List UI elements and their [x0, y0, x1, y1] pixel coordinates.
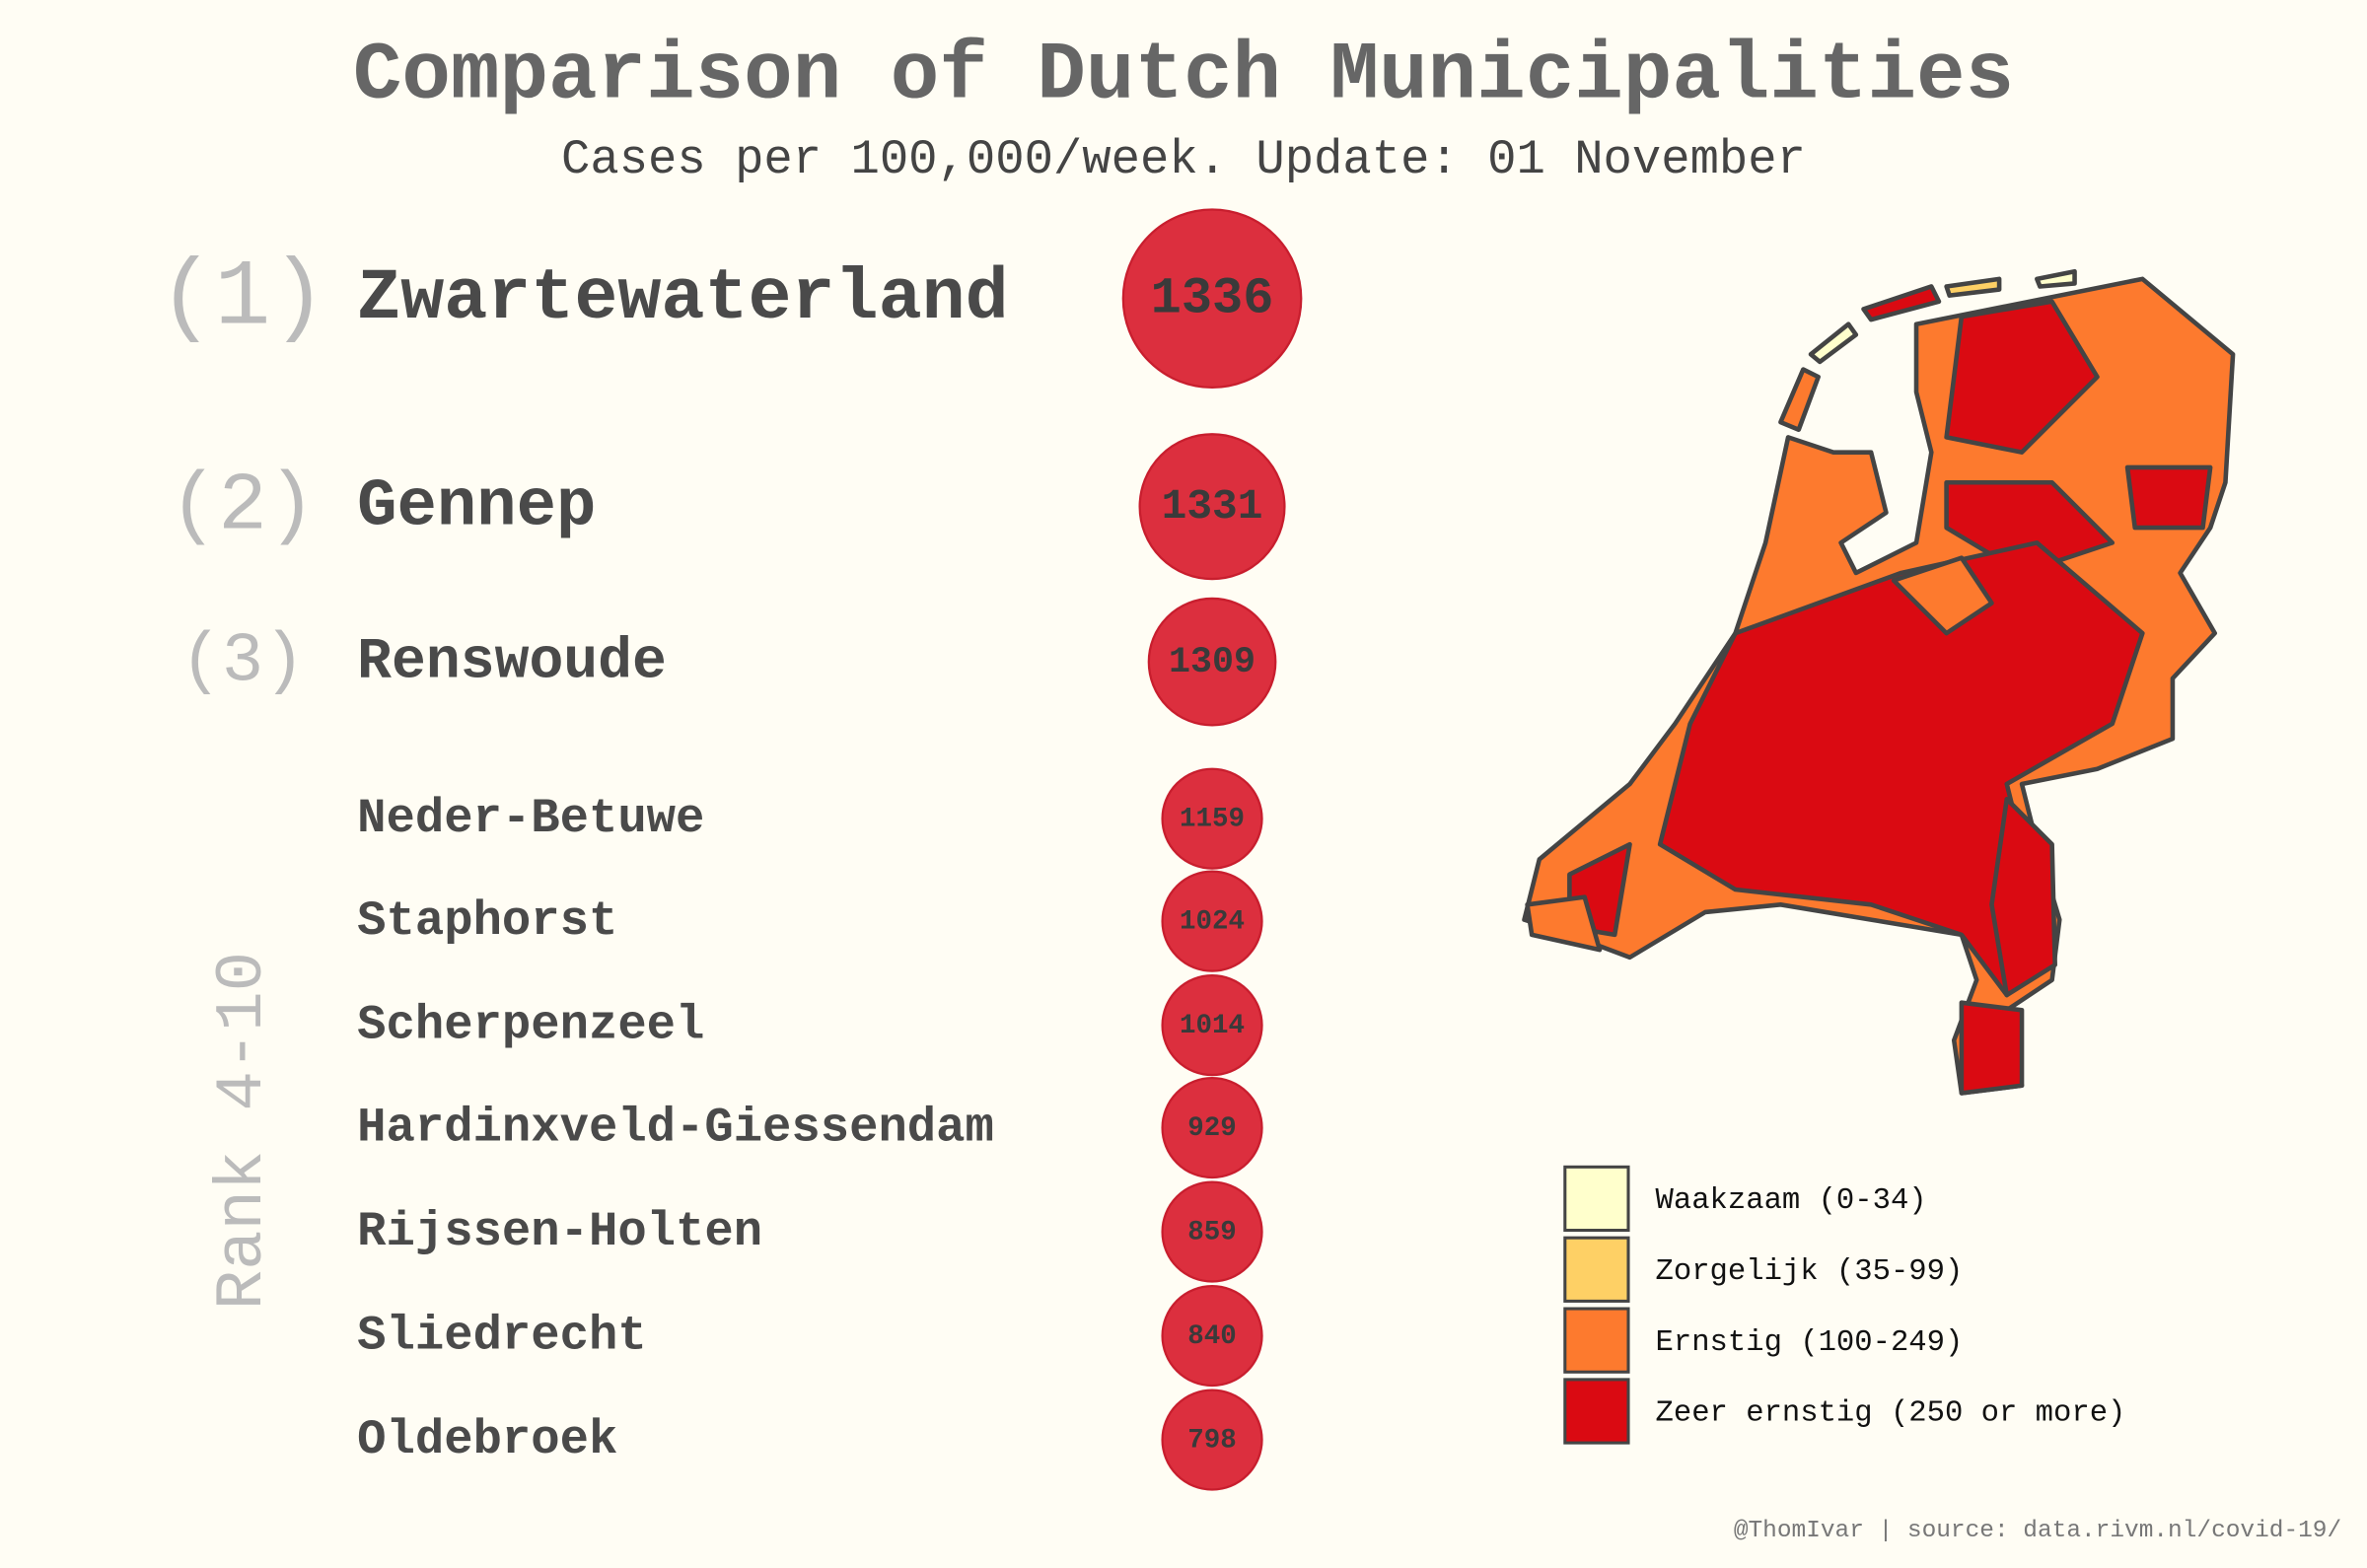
municipality-name: Hardinxveld-Giessendam — [357, 1100, 994, 1155]
bubble — [1138, 433, 1286, 581]
municipality-name: Neder-Betuwe — [357, 791, 704, 846]
municipality-name: Sliedrecht — [357, 1308, 647, 1363]
chart-subtitle: Cases per 100,000/week. Update: 01 Novem… — [561, 132, 1806, 187]
legend-swatch — [1563, 1165, 1630, 1233]
value-label: 840 — [1187, 1321, 1237, 1352]
municipality-name: Rijssen-Holten — [357, 1204, 762, 1259]
rank-label: (2) — [170, 461, 317, 553]
region — [1959, 1000, 2025, 1096]
region — [1891, 555, 1994, 636]
municipality-name: Scherpenzeel — [357, 998, 704, 1053]
bubble — [1121, 208, 1303, 390]
value-label: 929 — [1187, 1113, 1237, 1144]
legend-label: Ernstig (100-249) — [1656, 1326, 1964, 1360]
island — [2035, 268, 2077, 289]
value-label: 1024 — [1180, 906, 1245, 937]
region — [1944, 479, 2116, 576]
value-label: 1014 — [1180, 1011, 1245, 1041]
legend-label: Zorgelijk (35-99) — [1656, 1255, 1964, 1289]
region — [1944, 299, 2100, 455]
legend-swatch — [1563, 1236, 1630, 1303]
municipality-name: Renswoude — [357, 631, 667, 695]
value-label: 1159 — [1180, 804, 1245, 834]
bubble — [1161, 974, 1263, 1077]
bubble — [1147, 597, 1277, 727]
value-label: 1336 — [1151, 269, 1274, 327]
island — [1808, 321, 1859, 365]
municipality-name: Gennep — [357, 469, 596, 544]
legend-label: Zeer ernstig (250 or more) — [1656, 1397, 2126, 1431]
value-label: 859 — [1187, 1217, 1237, 1247]
municipality-name: Zwartewaterland — [357, 258, 1008, 340]
chart-title: Comparison of Dutch Municipalities — [353, 29, 2014, 121]
bubble — [1161, 870, 1263, 972]
island — [1944, 276, 2002, 298]
municipality-name: Oldebroek — [357, 1412, 617, 1467]
municipality-name: Staphorst — [357, 893, 617, 949]
value-label: 798 — [1187, 1425, 1237, 1456]
legend-swatch — [1563, 1307, 1630, 1374]
source-note: @ThomIvar | source: data.rivm.nl/covid-1… — [1734, 1518, 2341, 1544]
region — [1525, 894, 1603, 953]
rank-label: (1) — [159, 247, 327, 352]
bubble — [1161, 1180, 1263, 1283]
bubble — [1161, 767, 1263, 870]
region — [1989, 796, 2057, 998]
value-label: 1309 — [1169, 642, 1255, 683]
rank-label: (3) — [180, 623, 306, 702]
bubble — [1161, 1076, 1263, 1179]
island — [1778, 367, 1821, 433]
value-label: 1331 — [1162, 482, 1263, 531]
region — [2124, 464, 2213, 531]
legend-label: Waakzaam (0-34) — [1656, 1184, 1927, 1218]
bubble — [1161, 1389, 1263, 1491]
bubble — [1161, 1284, 1263, 1388]
group-label: Rank 4-10 — [206, 952, 281, 1310]
island — [1861, 284, 1942, 322]
legend-swatch — [1563, 1378, 1630, 1445]
map — [1522, 268, 2236, 1096]
